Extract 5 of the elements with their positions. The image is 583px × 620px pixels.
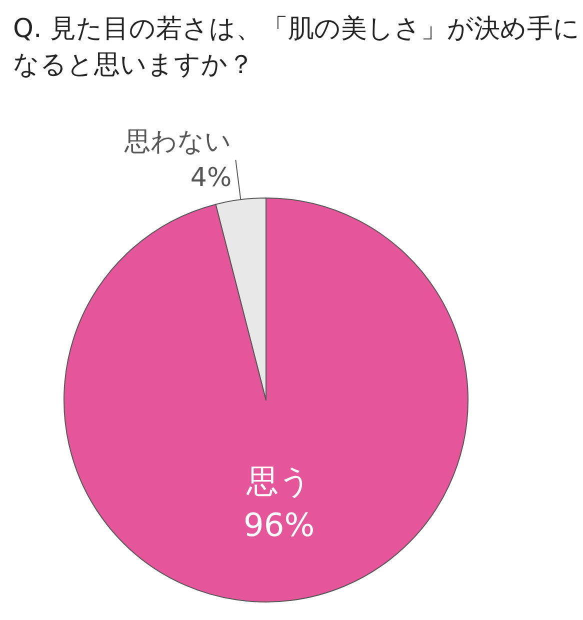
slice-label: 思わない — [124, 126, 232, 157]
data-label: 4% — [190, 162, 232, 193]
chart-title: Q. 見た目の若さは、「肌の美しさ」が決め手になると思いますか？ — [13, 14, 580, 80]
slice-label: 思う — [246, 462, 312, 500]
data-label: 96% — [243, 506, 315, 544]
